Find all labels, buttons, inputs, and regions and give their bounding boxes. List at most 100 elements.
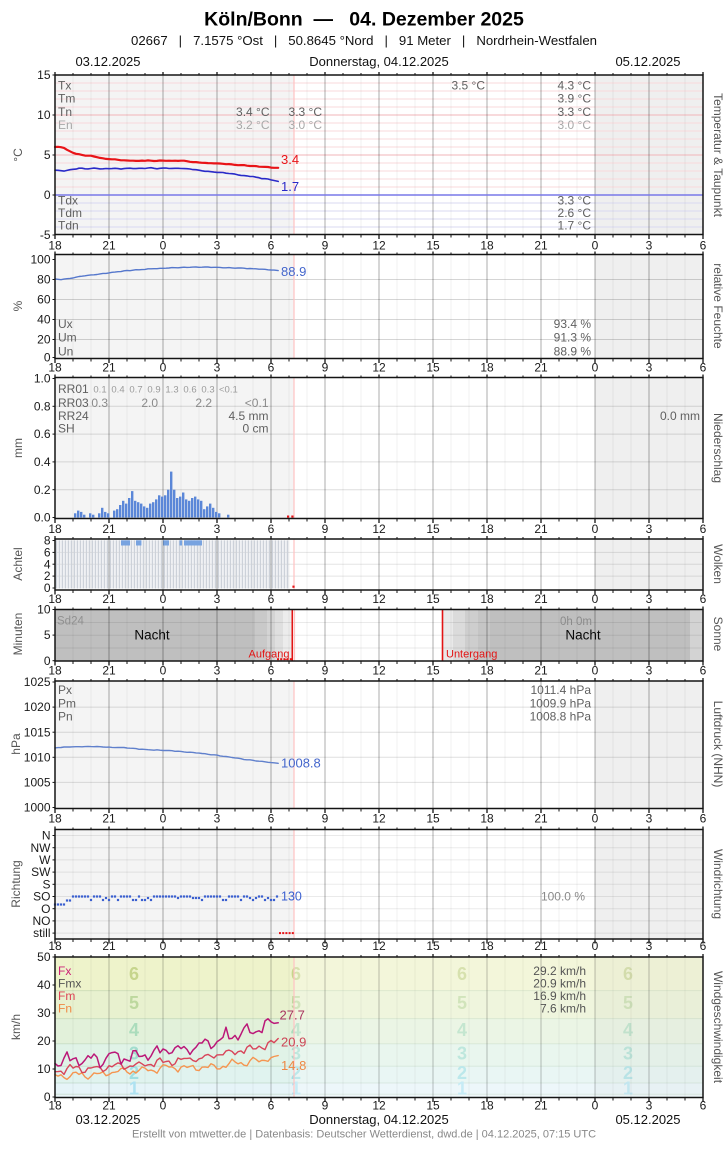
svg-text:1.3: 1.3 — [165, 385, 178, 396]
svg-text:9: 9 — [322, 592, 329, 606]
svg-text:6: 6 — [700, 1099, 707, 1113]
svg-text:6: 6 — [700, 664, 707, 678]
svg-text:3: 3 — [214, 812, 221, 826]
svg-text:16.9 km/h: 16.9 km/h — [533, 989, 586, 1003]
svg-text:3.0 °C: 3.0 °C — [558, 118, 592, 132]
svg-text:1025: 1025 — [24, 675, 51, 689]
svg-text:Tn: Tn — [58, 105, 72, 119]
svg-text:Donnerstag, 04.12.2025: Donnerstag, 04.12.2025 — [309, 54, 449, 69]
svg-text:21: 21 — [102, 592, 116, 606]
svg-text:1008.8 hPa: 1008.8 hPa — [530, 710, 592, 724]
svg-text:88.9: 88.9 — [281, 264, 306, 279]
svg-text:W: W — [39, 853, 51, 867]
svg-text:5: 5 — [44, 148, 51, 162]
svg-text:6: 6 — [700, 812, 707, 826]
svg-text:3: 3 — [214, 939, 221, 953]
svg-text:Tdm: Tdm — [58, 206, 82, 220]
svg-text:12: 12 — [372, 522, 386, 536]
svg-text:0: 0 — [592, 522, 599, 536]
svg-text:Pm: Pm — [58, 697, 76, 711]
svg-text:Fn: Fn — [58, 1002, 72, 1016]
svg-text:15: 15 — [426, 812, 440, 826]
svg-text:3.3 °C: 3.3 °C — [558, 105, 592, 119]
svg-text:6: 6 — [457, 964, 467, 984]
svg-text:RR01: RR01 — [58, 382, 89, 396]
svg-text:SO: SO — [33, 890, 50, 904]
svg-text:10: 10 — [37, 1062, 51, 1076]
svg-text:6: 6 — [700, 361, 707, 375]
svg-text:18: 18 — [480, 812, 494, 826]
svg-text:0: 0 — [592, 664, 599, 678]
svg-text:12: 12 — [372, 1099, 386, 1113]
svg-text:3: 3 — [214, 592, 221, 606]
svg-text:3: 3 — [214, 239, 221, 253]
svg-text:18: 18 — [48, 239, 62, 253]
svg-text:Px: Px — [58, 683, 72, 697]
svg-text:2.0: 2.0 — [141, 396, 158, 410]
svg-text:30: 30 — [37, 1006, 51, 1020]
svg-text:3.0 °C: 3.0 °C — [289, 118, 323, 132]
svg-text:Donnerstag, 04.12.2025: Donnerstag, 04.12.2025 — [309, 1112, 449, 1127]
svg-text:1: 1 — [457, 1079, 467, 1099]
svg-text:15: 15 — [426, 939, 440, 953]
svg-text:10: 10 — [37, 108, 51, 122]
svg-text:6: 6 — [268, 361, 275, 375]
svg-text:2.6 °C: 2.6 °C — [558, 206, 592, 220]
svg-text:hPa: hPa — [9, 733, 23, 755]
svg-text:mm: mm — [11, 438, 25, 458]
svg-text:0: 0 — [160, 812, 167, 826]
svg-text:15: 15 — [426, 522, 440, 536]
svg-text:9: 9 — [322, 239, 329, 253]
svg-text:still: still — [33, 926, 50, 940]
svg-text:20.9 km/h: 20.9 km/h — [533, 977, 586, 991]
svg-text:4: 4 — [623, 1020, 633, 1040]
svg-text:Untergang: Untergang — [446, 649, 497, 661]
svg-text:130: 130 — [281, 890, 302, 904]
svg-text:18: 18 — [48, 664, 62, 678]
svg-text:0.6: 0.6 — [34, 427, 51, 441]
svg-text:0: 0 — [160, 522, 167, 536]
svg-text:5: 5 — [457, 993, 467, 1013]
svg-text:12: 12 — [372, 592, 386, 606]
svg-text:21: 21 — [534, 664, 548, 678]
svg-text:21: 21 — [534, 1099, 548, 1113]
svg-text:12: 12 — [372, 812, 386, 826]
svg-text:3: 3 — [646, 592, 653, 606]
svg-text:18: 18 — [48, 939, 62, 953]
svg-text:4: 4 — [457, 1020, 467, 1040]
svg-text:Sonne: Sonne — [711, 617, 725, 652]
svg-text:3: 3 — [646, 939, 653, 953]
svg-text:4.5 mm: 4.5 mm — [228, 409, 268, 423]
svg-text:18: 18 — [480, 664, 494, 678]
svg-text:0: 0 — [592, 812, 599, 826]
svg-text:0.0 mm: 0.0 mm — [660, 409, 700, 423]
svg-text:3.3 °C: 3.3 °C — [289, 105, 323, 119]
svg-text:0: 0 — [44, 654, 51, 668]
svg-text:3: 3 — [214, 664, 221, 678]
svg-text:21: 21 — [534, 592, 548, 606]
svg-text:Tdx: Tdx — [58, 194, 78, 208]
svg-text:Aufgang: Aufgang — [249, 649, 290, 661]
svg-text:1: 1 — [623, 1079, 633, 1099]
svg-text:S: S — [42, 877, 50, 891]
svg-text:3.5 °C: 3.5 °C — [452, 78, 486, 92]
svg-text:6: 6 — [268, 1099, 275, 1113]
svg-text:6: 6 — [268, 939, 275, 953]
svg-text:9: 9 — [322, 939, 329, 953]
svg-text:-5: -5 — [40, 228, 51, 242]
svg-text:0: 0 — [160, 1099, 167, 1113]
svg-text:SH: SH — [58, 421, 75, 435]
svg-text:12: 12 — [372, 239, 386, 253]
svg-text:2: 2 — [291, 1063, 301, 1083]
svg-text:Tx: Tx — [58, 78, 71, 92]
svg-text:Sd24: Sd24 — [57, 616, 84, 628]
svg-text:6: 6 — [44, 546, 51, 560]
svg-text:20: 20 — [37, 1034, 51, 1048]
svg-text:En: En — [58, 118, 73, 132]
svg-text:0: 0 — [160, 664, 167, 678]
svg-text:0.4: 0.4 — [111, 385, 124, 396]
svg-text:Minuten: Minuten — [11, 613, 25, 656]
svg-text:9: 9 — [322, 664, 329, 678]
svg-text:5: 5 — [291, 993, 301, 1013]
svg-text:88.9 %: 88.9 % — [554, 344, 592, 358]
